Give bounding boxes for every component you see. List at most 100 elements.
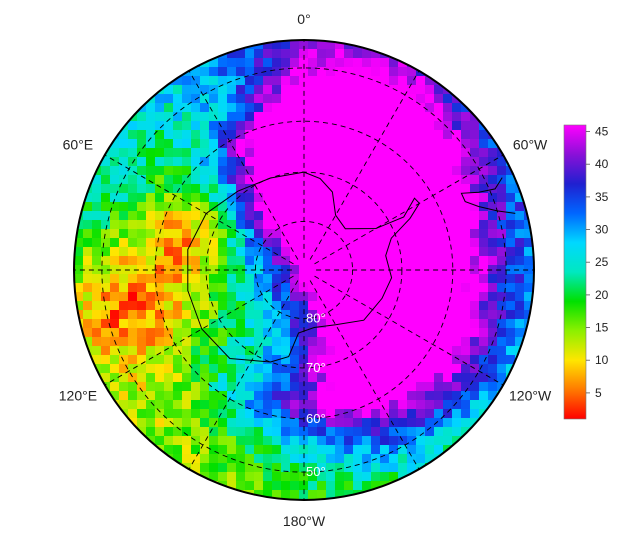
field-cell bbox=[380, 283, 390, 293]
field-cell bbox=[182, 427, 192, 437]
field-cell bbox=[146, 103, 156, 113]
field-cell bbox=[200, 112, 210, 122]
field-cell bbox=[200, 364, 210, 374]
field-cell bbox=[461, 211, 471, 221]
field-cell bbox=[227, 112, 237, 122]
field-cell bbox=[281, 184, 291, 194]
field-cell bbox=[281, 391, 291, 401]
field-cell bbox=[263, 346, 273, 356]
field-cell bbox=[497, 247, 507, 257]
field-cell bbox=[461, 292, 471, 302]
field-cell bbox=[272, 85, 282, 95]
field-cell bbox=[362, 373, 372, 383]
field-cell bbox=[344, 472, 354, 482]
field-cell bbox=[308, 472, 318, 482]
field-cell bbox=[263, 499, 273, 500]
field-cell bbox=[299, 247, 309, 257]
field-cell bbox=[173, 337, 183, 347]
field-cell bbox=[326, 481, 336, 491]
field-cell bbox=[353, 58, 363, 68]
field-cell bbox=[389, 463, 399, 473]
field-cell bbox=[335, 229, 345, 239]
field-cell bbox=[344, 373, 354, 383]
field-cell bbox=[371, 121, 381, 131]
field-cell bbox=[164, 301, 174, 311]
field-cell bbox=[290, 481, 300, 491]
field-cell bbox=[227, 211, 237, 221]
field-cell bbox=[119, 211, 129, 221]
field-cell bbox=[155, 121, 165, 131]
field-cell bbox=[479, 319, 489, 329]
field-cell bbox=[452, 328, 462, 338]
field-cell bbox=[524, 193, 534, 203]
field-cell bbox=[452, 238, 462, 248]
field-cell bbox=[461, 283, 471, 293]
field-cell bbox=[389, 319, 399, 329]
field-cell bbox=[254, 364, 264, 374]
field-cell bbox=[182, 319, 192, 329]
field-cell bbox=[245, 292, 255, 302]
field-cell bbox=[299, 103, 309, 113]
field-cell bbox=[299, 292, 309, 302]
field-cell bbox=[326, 157, 336, 167]
field-cell bbox=[155, 409, 165, 419]
field-cell bbox=[353, 166, 363, 176]
field-cell bbox=[236, 319, 246, 329]
field-cell bbox=[497, 220, 507, 230]
field-cell bbox=[119, 175, 129, 185]
field-cell bbox=[227, 301, 237, 311]
field-cell bbox=[362, 391, 372, 401]
field-cell bbox=[281, 337, 291, 347]
field-cell bbox=[452, 193, 462, 203]
field-cell bbox=[398, 445, 408, 455]
field-cell bbox=[416, 310, 426, 320]
field-cell bbox=[236, 157, 246, 167]
field-cell bbox=[434, 337, 444, 347]
field-cell bbox=[101, 202, 111, 212]
field-cell bbox=[416, 58, 426, 68]
field-cell bbox=[110, 364, 120, 374]
field-cell bbox=[308, 364, 318, 374]
field-cell bbox=[227, 319, 237, 329]
field-cell bbox=[353, 157, 363, 167]
field-cell bbox=[191, 418, 201, 428]
field-cell bbox=[398, 256, 408, 266]
field-cell bbox=[398, 166, 408, 176]
field-cell bbox=[146, 337, 156, 347]
field-cell bbox=[263, 256, 273, 266]
field-cell bbox=[353, 130, 363, 140]
field-cell bbox=[182, 175, 192, 185]
field-cell bbox=[317, 454, 327, 464]
field-cell bbox=[119, 247, 129, 257]
field-cell bbox=[128, 319, 138, 329]
field-cell bbox=[272, 274, 282, 284]
field-cell bbox=[497, 373, 507, 383]
field-cell bbox=[452, 364, 462, 374]
field-cell bbox=[326, 238, 336, 248]
field-cell bbox=[290, 49, 300, 59]
field-cell bbox=[380, 364, 390, 374]
field-cell bbox=[488, 364, 498, 374]
field-cell bbox=[362, 139, 372, 149]
field-cell bbox=[155, 310, 165, 320]
field-cell bbox=[515, 364, 525, 374]
field-cell bbox=[317, 94, 327, 104]
field-cell bbox=[434, 400, 444, 410]
field-cell bbox=[218, 454, 228, 464]
field-cell bbox=[218, 202, 228, 212]
field-cell bbox=[317, 76, 327, 86]
field-cell bbox=[218, 229, 228, 239]
field-cell bbox=[236, 283, 246, 293]
field-cell bbox=[200, 355, 210, 365]
field-cell bbox=[317, 427, 327, 437]
field-cell bbox=[371, 310, 381, 320]
field-cell bbox=[137, 373, 147, 383]
field-cell bbox=[308, 49, 318, 59]
field-cell bbox=[236, 112, 246, 122]
field-cell bbox=[218, 148, 228, 158]
field-cell bbox=[290, 283, 300, 293]
field-cell bbox=[326, 292, 336, 302]
field-cell bbox=[335, 166, 345, 176]
field-cell bbox=[191, 220, 201, 230]
south-america-coast-path bbox=[460, 177, 516, 214]
